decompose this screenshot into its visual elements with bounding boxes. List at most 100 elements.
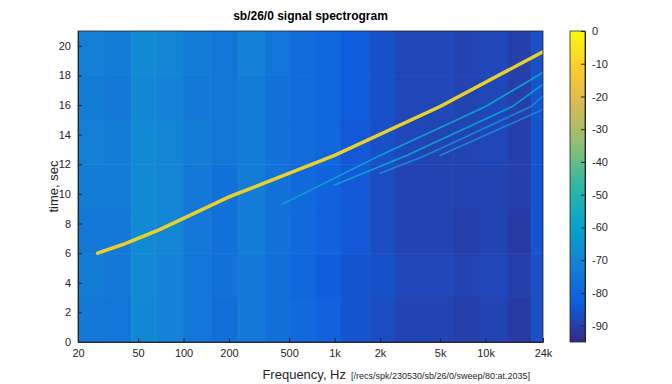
y-tick-label: 6 (65, 247, 71, 259)
heatmap-cell (316, 253, 342, 298)
x-tick-mark (440, 338, 441, 342)
colorbar-tick-mark (581, 129, 585, 130)
heatmap-cell (289, 120, 316, 165)
heatmap-cell (184, 75, 211, 120)
colorbar-tick-mark (581, 195, 585, 196)
heatmap-cell (238, 31, 266, 76)
y-tick-label: 8 (65, 218, 71, 230)
heatmap-cell (479, 31, 508, 76)
y-tick: 18 (59, 69, 82, 81)
heatmap-cell (266, 75, 290, 120)
heatmap-cell (105, 75, 132, 120)
heatmap-cell (184, 298, 211, 342)
heatmap-cell (531, 120, 543, 165)
heatmap-cell (395, 209, 426, 254)
colorbar-tick-label: -50 (592, 189, 608, 201)
x-tick-label: 24k (535, 347, 553, 359)
heatmap-cell (425, 209, 452, 254)
colorbar-tick-mark (581, 326, 585, 327)
heatmap-cell (289, 298, 316, 342)
plot-area (78, 31, 543, 342)
x-tick: 10k (477, 338, 495, 359)
heatmap-cell (131, 31, 156, 76)
colorbar-tick-mark (581, 260, 585, 261)
x-tick: 500 (280, 338, 298, 359)
heatmap-cell (425, 298, 452, 342)
heatmap-cell (508, 298, 532, 342)
colorbar-tick-mark (581, 293, 585, 294)
x-tick-label: 5k (435, 347, 447, 359)
heatmap-cell (155, 120, 184, 165)
heatmap-cell (425, 164, 452, 209)
heatmap-cell (508, 164, 532, 209)
y-tick: 20 (59, 40, 82, 52)
heatmap-cell (479, 209, 508, 254)
heatmap-cell (425, 75, 452, 120)
colorbar-tick-label: -20 (592, 90, 608, 102)
heatmap-cell (266, 120, 290, 165)
y-tick: 2 (65, 306, 82, 318)
sweep-line (380, 96, 543, 173)
heatmap-cell (341, 209, 370, 254)
heatmap-cell (210, 75, 239, 120)
heatmap-cell (266, 31, 290, 76)
heatmap-cell (131, 120, 156, 165)
heatmap-cell (508, 120, 532, 165)
colorbar-tick-mark (581, 227, 585, 228)
heatmap-cell (341, 31, 370, 76)
x-axis-title: Frequency, Hz (262, 367, 346, 382)
y-tick-mark (78, 46, 82, 47)
x-axis: 20501002005001k2k5k10k24k (72, 338, 552, 359)
y-tick-mark (78, 283, 82, 284)
x-tick: 2k (375, 338, 387, 359)
heatmap-cell (316, 75, 342, 120)
y-tick-label: 4 (65, 277, 71, 289)
colorbar-tick-label: 0 (592, 25, 598, 37)
heatmap-cell (508, 209, 532, 254)
y-tick: 0 (65, 336, 82, 348)
heatmap-cell (395, 253, 426, 298)
y-tick: 8 (65, 218, 82, 230)
heatmap-cell (105, 298, 132, 342)
heatmap-cell (238, 253, 266, 298)
colorbar-tick-label: -30 (592, 123, 608, 135)
heatmap-cell (508, 253, 532, 298)
heatmap-cell (425, 120, 452, 165)
x-tick-label: 100 (175, 347, 193, 359)
colorbar-tick-label: -90 (592, 320, 608, 332)
colorbar-tick-mark (581, 96, 585, 97)
heatmap-cell (238, 75, 266, 120)
x-tick-mark (335, 338, 336, 342)
heatmap-cell (78, 75, 105, 120)
heatmap-cell (131, 298, 156, 342)
colorbar-tick-mark (581, 64, 585, 65)
plot-frame (78, 31, 543, 342)
x-tick-mark (543, 338, 544, 342)
x-tick-mark (138, 338, 139, 342)
heatmap-cell (105, 120, 132, 165)
y-tick-label: 20 (59, 40, 71, 52)
y-tick-mark (78, 224, 82, 225)
sweep-lines (98, 52, 543, 253)
colorbar-tick-label: -70 (592, 254, 608, 266)
y-tick-label: 14 (59, 129, 71, 141)
heatmap-cell (210, 209, 239, 254)
x-tick-label: 20 (72, 347, 84, 359)
heatmap-cell (210, 31, 239, 76)
sweep-line (335, 84, 543, 185)
annotation: [/recs/spk/230530/sb/26/0/sweep/80:at.20… (351, 371, 530, 381)
heatmap-cell (452, 298, 479, 342)
y-tick-mark (78, 75, 82, 76)
x-tick-label: 200 (220, 347, 238, 359)
heatmap-cell (452, 253, 479, 298)
title: sb/26/0 signal spectrogram (233, 9, 388, 23)
x-axis-line (79, 342, 544, 343)
y-tick-mark (78, 194, 82, 195)
x-tick: 24k (535, 338, 553, 359)
y-tick-mark (78, 253, 82, 254)
heatmap-cell (266, 253, 290, 298)
heatmap-cell (425, 31, 452, 76)
x-tick-mark (380, 338, 381, 342)
heatmap-cell (425, 253, 452, 298)
x-tick-mark (229, 338, 230, 342)
